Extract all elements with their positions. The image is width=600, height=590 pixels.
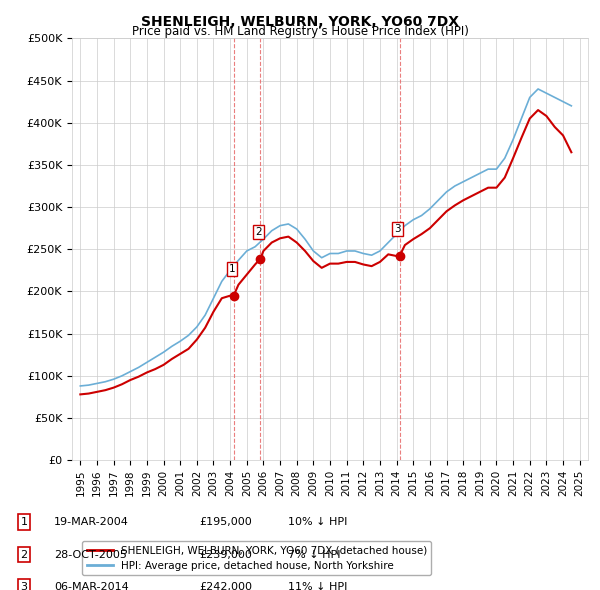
Text: 11% ↓ HPI: 11% ↓ HPI bbox=[288, 582, 347, 590]
Text: Price paid vs. HM Land Registry's House Price Index (HPI): Price paid vs. HM Land Registry's House … bbox=[131, 25, 469, 38]
Text: 10% ↓ HPI: 10% ↓ HPI bbox=[288, 517, 347, 527]
Text: 28-OCT-2005: 28-OCT-2005 bbox=[54, 550, 127, 559]
Text: 19-MAR-2004: 19-MAR-2004 bbox=[54, 517, 129, 527]
Text: £195,000: £195,000 bbox=[199, 517, 252, 527]
Text: £239,000: £239,000 bbox=[199, 550, 252, 559]
Text: 1: 1 bbox=[20, 517, 28, 527]
Text: 2: 2 bbox=[256, 227, 262, 237]
Text: 7% ↓ HPI: 7% ↓ HPI bbox=[288, 550, 341, 559]
Text: 1: 1 bbox=[229, 264, 235, 274]
Text: 3: 3 bbox=[20, 582, 28, 590]
Text: 3: 3 bbox=[395, 224, 401, 234]
Text: £242,000: £242,000 bbox=[199, 582, 252, 590]
Text: 2: 2 bbox=[20, 550, 28, 559]
Text: 06-MAR-2014: 06-MAR-2014 bbox=[54, 582, 129, 590]
Legend: SHENLEIGH, WELBURN, YORK, YO60 7DX (detached house), HPI: Average price, detache: SHENLEIGH, WELBURN, YORK, YO60 7DX (deta… bbox=[82, 542, 431, 575]
Text: SHENLEIGH, WELBURN, YORK, YO60 7DX: SHENLEIGH, WELBURN, YORK, YO60 7DX bbox=[141, 15, 459, 29]
